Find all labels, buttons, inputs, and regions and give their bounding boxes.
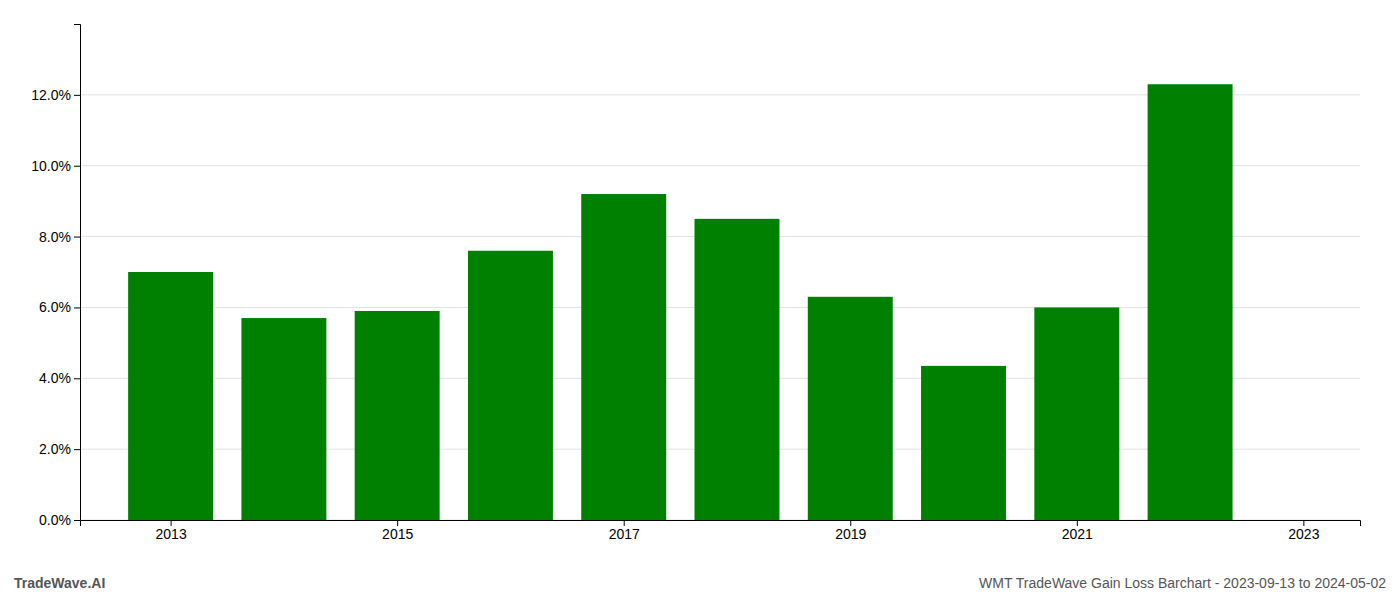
bar (241, 318, 326, 520)
bar (695, 219, 780, 520)
x-tick-label: 2021 (1062, 526, 1093, 542)
y-tick-label: 10.0% (31, 158, 71, 174)
y-tick-label: 12.0% (31, 87, 71, 103)
y-tick-mark (74, 95, 80, 96)
y-tick-mark (74, 237, 80, 238)
x-tick: 2023 (1288, 520, 1319, 542)
plot: 2013 2015 2017 2019 2021 2023 0.0% 2.0% 4.0% 6.0%… (31, 25, 1360, 542)
y-tick: 8.0% (39, 229, 80, 245)
bar (808, 297, 893, 520)
y-tick: 12.0% (31, 87, 80, 103)
bar (1034, 307, 1119, 520)
bar (468, 251, 553, 520)
x-tick: 2015 (382, 520, 413, 542)
y-tick-mark (74, 378, 80, 379)
y-tick-mark (74, 520, 80, 521)
y-tick-mark (74, 449, 80, 450)
x-tick-label: 2019 (835, 526, 866, 542)
bar (921, 366, 1006, 520)
y-tick-mark (74, 166, 80, 167)
bar (128, 272, 213, 520)
y-tick: 10.0% (31, 158, 80, 174)
y-axis-line (74, 25, 81, 521)
x-tick-label: 2023 (1288, 526, 1319, 542)
y-tick-mark (74, 307, 80, 308)
x-tick: 2017 (609, 520, 640, 542)
x-tick: 2021 (1062, 520, 1093, 542)
y-tick-label: 0.0% (39, 512, 71, 528)
bar (581, 194, 666, 520)
y-tick: 2.0% (39, 441, 80, 457)
y-tick-label: 8.0% (39, 229, 71, 245)
bars (128, 84, 1232, 520)
bar (1148, 84, 1233, 520)
x-tick-label: 2013 (156, 526, 187, 542)
x-axis-line (81, 521, 1361, 527)
y-tick: 6.0% (39, 299, 80, 315)
y-tick-label: 4.0% (39, 370, 71, 386)
bar (355, 311, 440, 520)
y-tick-label: 6.0% (39, 299, 71, 315)
footer-right: WMT TradeWave Gain Loss Barchart - 2023-… (979, 575, 1386, 591)
y-axis: 0.0% 2.0% 4.0% 6.0% 8.0% 10.0% 12.0% (31, 25, 80, 528)
x-tick-label: 2015 (382, 526, 413, 542)
x-tick: 2019 (835, 520, 866, 542)
y-tick: 0.0% (39, 512, 80, 528)
chart: 2013 2015 2017 2019 2021 2023 0.0% 2.0% 4.0% 6.0%… (0, 0, 1400, 600)
x-tick-label: 2017 (609, 526, 640, 542)
footer-left: TradeWave.AI (14, 575, 105, 591)
y-tick-label: 2.0% (39, 441, 71, 457)
x-axis: 2013 2015 2017 2019 2021 2023 (81, 520, 1361, 542)
x-tick: 2013 (156, 520, 187, 542)
y-tick: 4.0% (39, 370, 80, 386)
footer: TradeWave.AI WMT TradeWave Gain Loss Barc… (14, 575, 1386, 591)
